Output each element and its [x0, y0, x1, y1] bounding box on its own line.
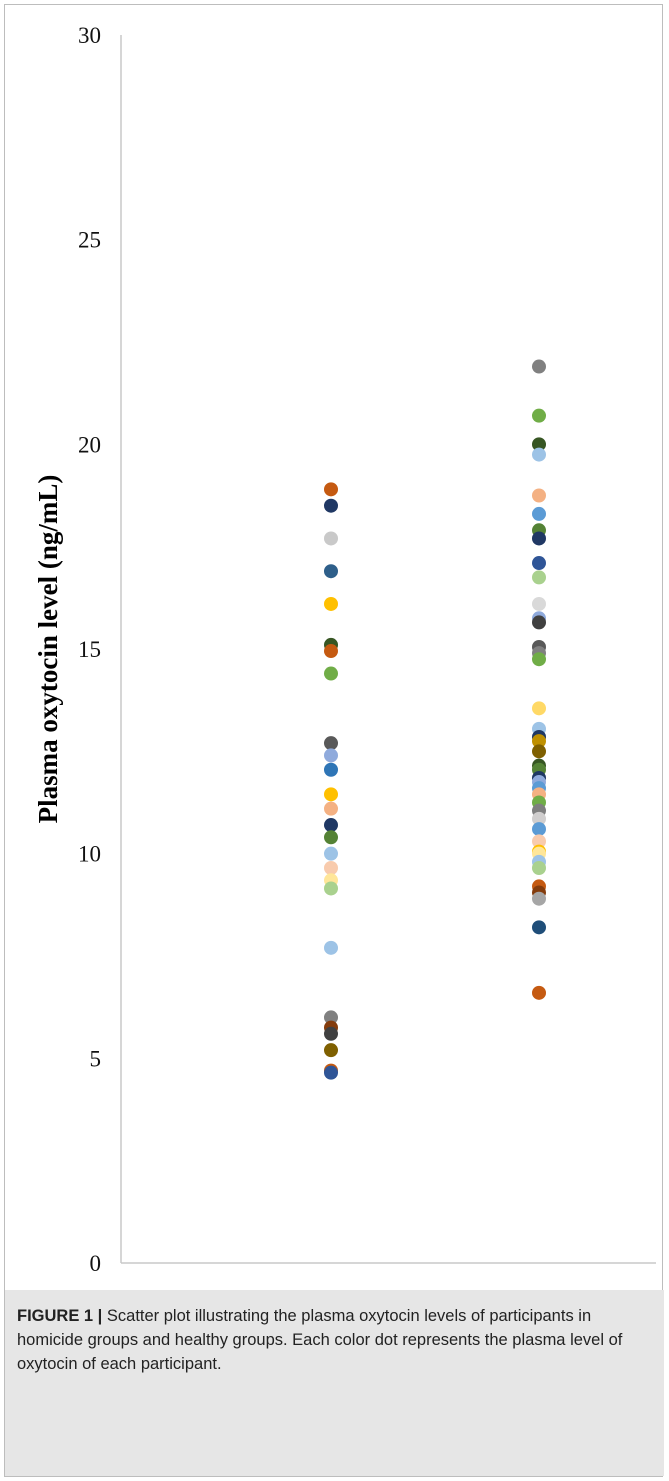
- data-point: [532, 506, 546, 521]
- data-point: [324, 787, 338, 802]
- data-point: [532, 531, 546, 546]
- data-point: [532, 920, 546, 935]
- data-point: [532, 811, 546, 826]
- data-point: [324, 1065, 338, 1080]
- category-label: Homicide: [280, 1287, 383, 1290]
- data-point: [324, 596, 338, 611]
- data-point: [324, 881, 338, 896]
- y-tick-labels: 0 5 10 15 20 25 30: [78, 23, 101, 1276]
- y-axis-label: Plasma oxytocin level (ng/mL): [33, 475, 63, 824]
- figure-caption: FIGURE 1 | Scatter plot illustrating the…: [5, 1290, 664, 1476]
- data-point: [532, 437, 546, 452]
- figure-frame: 0 5 10 15 20 25 30 Plasma oxytocin level (ng/m…: [4, 4, 664, 1477]
- data-point: [532, 822, 546, 837]
- data-point: [324, 736, 338, 751]
- category-labels: HomicidegroupHealthygroup: [280, 1287, 582, 1290]
- data-point: [532, 701, 546, 716]
- data-point: [532, 985, 546, 1000]
- y-tick-label: 25: [78, 228, 101, 253]
- data-point: [324, 818, 338, 833]
- data-point: [324, 940, 338, 955]
- data-points: [324, 359, 546, 1080]
- data-point: [532, 359, 546, 374]
- data-point: [324, 830, 338, 845]
- y-tick-label: 20: [78, 432, 101, 457]
- data-point: [324, 666, 338, 681]
- data-point: [324, 1026, 338, 1041]
- data-point: [324, 564, 338, 579]
- data-point: [324, 1010, 338, 1025]
- data-point: [324, 482, 338, 497]
- y-tick-label: 0: [90, 1251, 102, 1276]
- data-point: [324, 531, 338, 546]
- data-point: [532, 447, 546, 462]
- data-point: [532, 615, 546, 630]
- data-point: [324, 846, 338, 861]
- y-tick-label: 15: [78, 637, 101, 662]
- data-point: [324, 748, 338, 763]
- data-point: [532, 652, 546, 667]
- data-point: [532, 408, 546, 423]
- data-point: [532, 596, 546, 611]
- data-point: [324, 762, 338, 777]
- category-label: Healthy: [497, 1287, 582, 1290]
- caption-text: Scatter plot illustrating the plasma oxy…: [17, 1307, 623, 1373]
- data-point: [532, 744, 546, 759]
- y-tick-label: 5: [90, 1046, 102, 1071]
- data-point: [532, 556, 546, 571]
- data-point: [324, 860, 338, 875]
- data-point: [532, 488, 546, 503]
- data-point: [324, 801, 338, 816]
- axes: [120, 35, 656, 1264]
- data-point: [324, 498, 338, 513]
- data-point: [324, 644, 338, 659]
- data-point: [532, 570, 546, 585]
- data-point: [532, 734, 546, 749]
- data-point: [324, 1043, 338, 1058]
- scatter-chart: 0 5 10 15 20 25 30 Plasma oxytocin level (ng/m…: [33, 23, 656, 1290]
- data-point: [532, 834, 546, 849]
- y-tick-label: 30: [78, 23, 101, 48]
- data-point: [532, 860, 546, 875]
- y-tick-label: 10: [78, 842, 101, 867]
- caption-label: FIGURE 1 |: [17, 1307, 103, 1325]
- data-point: [532, 891, 546, 906]
